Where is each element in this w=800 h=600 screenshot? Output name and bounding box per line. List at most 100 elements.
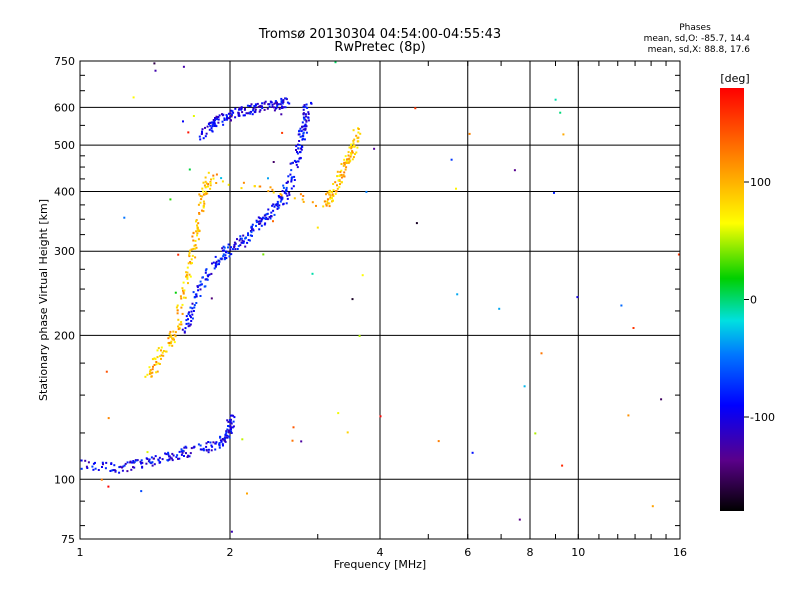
data-point	[167, 459, 169, 462]
data-point	[677, 253, 680, 256]
data-point	[290, 169, 293, 172]
data-point	[332, 199, 334, 202]
data-point	[620, 304, 623, 307]
data-point	[237, 245, 240, 248]
data-point	[118, 471, 121, 474]
data-point	[112, 469, 115, 472]
data-point	[322, 205, 325, 208]
data-point	[296, 151, 298, 153]
data-point	[236, 248, 239, 250]
data-point	[211, 121, 214, 124]
data-point	[660, 398, 663, 401]
data-point	[198, 135, 201, 138]
data-point	[300, 130, 303, 133]
data-point	[230, 430, 233, 433]
data-point	[273, 109, 276, 112]
data-point	[328, 205, 331, 208]
data-point	[305, 131, 308, 134]
data-point	[279, 193, 282, 195]
data-point	[296, 152, 299, 155]
y-tick-label: 100	[54, 473, 75, 486]
data-point	[183, 331, 186, 334]
data-point	[293, 175, 296, 178]
data-point	[205, 449, 208, 452]
data-point	[199, 283, 202, 286]
data-point	[190, 258, 193, 261]
data-point	[276, 103, 279, 106]
data-point	[344, 161, 347, 164]
data-point	[150, 375, 153, 378]
data-point	[342, 175, 345, 178]
data-point	[229, 116, 231, 119]
data-point	[359, 132, 362, 135]
data-point	[414, 107, 417, 110]
data-point	[248, 239, 251, 242]
data-point	[212, 441, 215, 444]
data-point	[215, 125, 218, 128]
data-point	[180, 323, 183, 326]
data-point	[303, 104, 306, 107]
data-point	[357, 136, 360, 139]
data-point	[187, 325, 190, 328]
data-point	[182, 120, 184, 123]
data-point	[245, 236, 247, 239]
data-point	[301, 138, 304, 141]
data-point	[189, 314, 191, 317]
data-point	[202, 190, 205, 193]
data-point	[295, 163, 298, 166]
data-point	[212, 261, 215, 264]
data-point	[230, 428, 232, 431]
data-point	[554, 98, 557, 101]
data-point	[161, 458, 164, 461]
phase-stats-x: mean, sd,X: 88.8, 17.6	[647, 45, 750, 55]
data-point	[205, 186, 208, 188]
data-point	[113, 469, 116, 472]
data-point	[210, 449, 213, 452]
data-point	[190, 316, 192, 319]
data-point	[191, 307, 194, 310]
data-point	[260, 224, 263, 227]
data-point	[230, 418, 232, 421]
data-point	[211, 262, 213, 265]
data-point	[226, 419, 229, 422]
data-point	[209, 187, 212, 190]
data-point	[450, 158, 453, 161]
data-point	[265, 213, 268, 216]
data-point	[187, 322, 190, 325]
data-point	[238, 239, 241, 242]
data-point	[471, 451, 474, 454]
data-point	[251, 234, 253, 237]
data-point	[301, 121, 304, 124]
data-point	[275, 106, 278, 109]
data-point	[175, 306, 178, 309]
data-point	[207, 441, 210, 443]
data-point	[351, 150, 354, 153]
data-point	[189, 452, 192, 455]
x-tick-label: 4	[377, 546, 384, 559]
data-point	[188, 455, 191, 458]
data-point	[147, 460, 150, 463]
data-point	[290, 178, 293, 181]
data-point	[170, 457, 173, 460]
data-point	[215, 115, 218, 118]
data-point	[164, 452, 167, 455]
data-point	[158, 456, 161, 459]
data-point	[199, 138, 202, 141]
data-point	[133, 466, 136, 469]
data-point	[289, 173, 292, 176]
data-point	[287, 175, 290, 178]
data-point	[261, 102, 264, 105]
data-point	[202, 206, 205, 209]
data-point	[237, 113, 240, 116]
data-point	[200, 133, 203, 135]
data-point	[353, 138, 356, 141]
data-point	[107, 485, 110, 488]
data-point	[140, 459, 143, 462]
data-point	[258, 223, 261, 225]
data-point	[182, 281, 185, 284]
data-point	[297, 160, 300, 163]
data-point	[212, 174, 215, 177]
data-point	[194, 247, 197, 250]
data-point	[230, 422, 233, 425]
data-point	[154, 69, 157, 72]
